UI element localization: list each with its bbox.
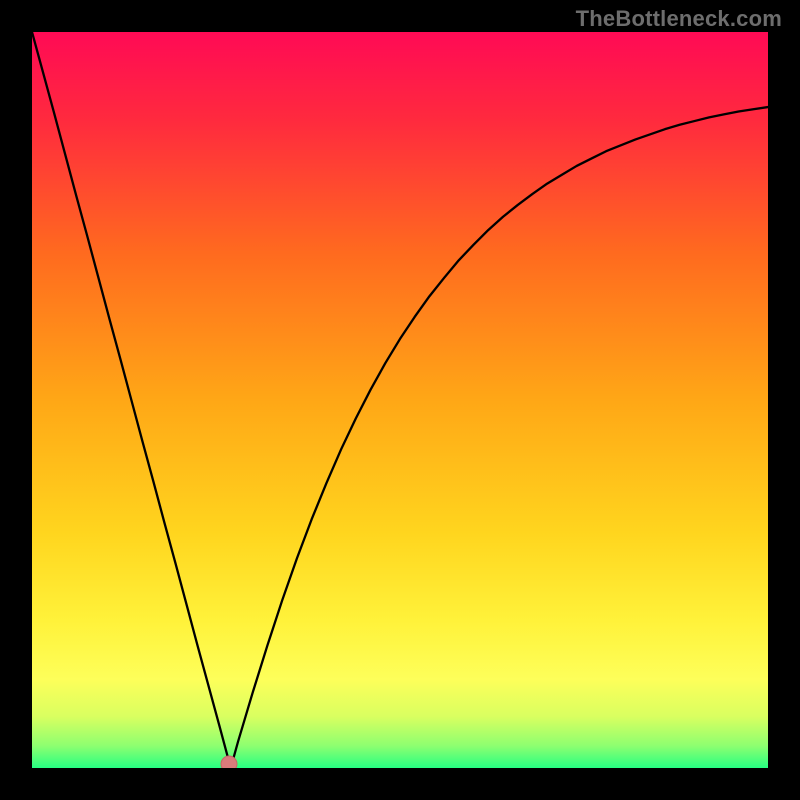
chart-stage: TheBottleneck.com <box>0 0 800 800</box>
plot-area <box>32 32 768 768</box>
gradient-background <box>32 32 768 768</box>
watermark-text: TheBottleneck.com <box>576 6 782 32</box>
minimum-marker <box>221 756 238 768</box>
